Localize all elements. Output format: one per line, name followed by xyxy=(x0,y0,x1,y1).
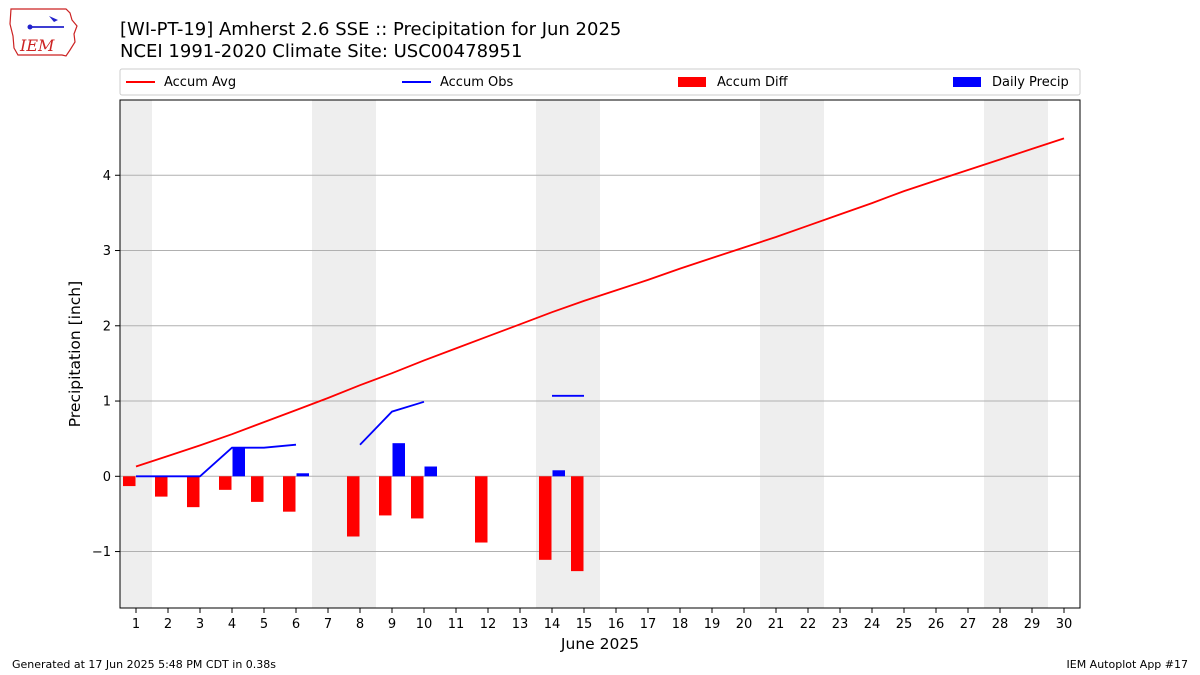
x-tick-label: 14 xyxy=(544,617,561,632)
legend-swatch-accum-diff xyxy=(678,77,706,87)
x-tick-label: 4 xyxy=(228,617,236,632)
y-tick-label: 0 xyxy=(103,470,111,485)
y-tick-label: 1 xyxy=(103,395,111,410)
legend-swatch-daily-precip xyxy=(953,77,981,87)
accum-diff-bar xyxy=(411,476,424,519)
x-tick-label: 13 xyxy=(512,617,529,632)
accum-diff-bar xyxy=(571,476,584,572)
chart-title-line1: [WI-PT-19] Amherst 2.6 SSE :: Precipitat… xyxy=(120,19,621,40)
x-tick-label: 19 xyxy=(704,617,721,632)
x-tick-label: 6 xyxy=(292,617,300,632)
footer-generated-text: Generated at 17 Jun 2025 5:48 PM CDT in … xyxy=(12,658,277,671)
x-tick-label: 24 xyxy=(864,617,881,632)
y-axis-title: Precipitation [inch] xyxy=(66,281,84,427)
weekend-band xyxy=(312,100,376,608)
legend-label-daily-precip: Daily Precip xyxy=(992,75,1069,90)
x-tick-label: 3 xyxy=(196,617,204,632)
x-tick-label: 10 xyxy=(416,617,433,632)
daily-precip-bar xyxy=(296,473,309,477)
y-tick-label: 3 xyxy=(103,244,111,259)
line-series xyxy=(135,137,1065,478)
plot-frame xyxy=(119,99,1081,609)
x-axis-title: June 2025 xyxy=(560,635,639,653)
legend-label-accum-diff: Accum Diff xyxy=(717,75,789,90)
y-gridlines xyxy=(120,174,1080,553)
x-tick-label: 21 xyxy=(768,617,785,632)
x-tick-label: 18 xyxy=(672,617,689,632)
x-tick-label: 1 xyxy=(132,617,140,632)
x-tick-label: 29 xyxy=(1024,617,1041,632)
accum-diff-bar xyxy=(251,476,264,502)
logo-text: IEM xyxy=(19,36,55,55)
accum-diff-bar xyxy=(187,476,200,508)
daily-precip-bar xyxy=(392,443,405,477)
legend-label-accum-obs: Accum Obs xyxy=(440,75,513,90)
x-tick-label: 26 xyxy=(928,617,945,632)
iowa-state-outline xyxy=(9,8,78,57)
x-tick-label: 9 xyxy=(388,617,396,632)
x-tick-label: 5 xyxy=(260,617,268,632)
y-tick-label: 2 xyxy=(103,319,111,334)
accum-diff-bar xyxy=(347,476,360,537)
accum-avg-line xyxy=(135,137,1065,468)
x-tick-label: 25 xyxy=(896,617,913,632)
accum-diff-bar xyxy=(155,476,168,497)
accum-diff-bar xyxy=(219,476,232,490)
weekend-band xyxy=(760,100,824,608)
x-tick-label: 28 xyxy=(992,617,1009,632)
bar-series xyxy=(123,443,584,572)
accum-obs-line xyxy=(136,443,297,478)
y-tick-label: −1 xyxy=(92,545,111,560)
x-tick-label: 15 xyxy=(576,617,593,632)
accum-diff-bar xyxy=(539,476,552,560)
x-tick-label: 30 xyxy=(1056,617,1073,632)
logo-dot-icon xyxy=(27,24,33,30)
weekend-band xyxy=(120,100,152,608)
x-tick-label: 11 xyxy=(448,617,465,632)
x-tick-label: 12 xyxy=(480,617,497,632)
y-tick-label: 4 xyxy=(103,169,111,184)
accum-diff-bar xyxy=(475,476,488,543)
chart-title-line2: NCEI 1991-2020 Climate Site: USC00478951 xyxy=(120,41,522,62)
legend: Accum Avg Accum Obs Accum Diff Daily Pre… xyxy=(119,68,1081,96)
x-tick-label: 27 xyxy=(960,617,977,632)
accum-diff-bar xyxy=(283,476,296,512)
accum-diff-bar xyxy=(379,476,392,516)
x-tick-label: 16 xyxy=(608,617,625,632)
accum-obs-line xyxy=(359,400,425,446)
legend-label-accum-avg: Accum Avg xyxy=(164,75,236,90)
weekend-bands xyxy=(120,100,1048,608)
x-tick-label: 17 xyxy=(640,617,657,632)
y-axis-ticks: −1 0 1 2 3 4 xyxy=(92,169,120,560)
x-tick-label: 23 xyxy=(832,617,849,632)
x-tick-label: 8 xyxy=(356,617,364,632)
x-tick-label: 22 xyxy=(800,617,817,632)
legend-box xyxy=(119,68,1081,96)
logo-wind-barb-icon xyxy=(49,16,58,22)
x-tick-label: 2 xyxy=(164,617,172,632)
daily-precip-bar xyxy=(424,466,437,477)
daily-precip-bar xyxy=(552,470,565,477)
footer-app-label: IEM Autoplot App #17 xyxy=(1066,658,1189,671)
x-tick-label: 20 xyxy=(736,617,753,632)
weekend-band xyxy=(984,100,1048,608)
x-tick-label: 7 xyxy=(324,617,332,632)
x-axis-ticks: 1 2 3 4 5 6 7 8 9 10 11 12 13 14 15 16 17 18 19 20 21 22 23 24 2… xyxy=(132,608,1072,632)
iem-logo: IEM xyxy=(9,8,78,57)
accum-diff-bar xyxy=(123,476,136,487)
daily-precip-bar xyxy=(232,447,245,477)
